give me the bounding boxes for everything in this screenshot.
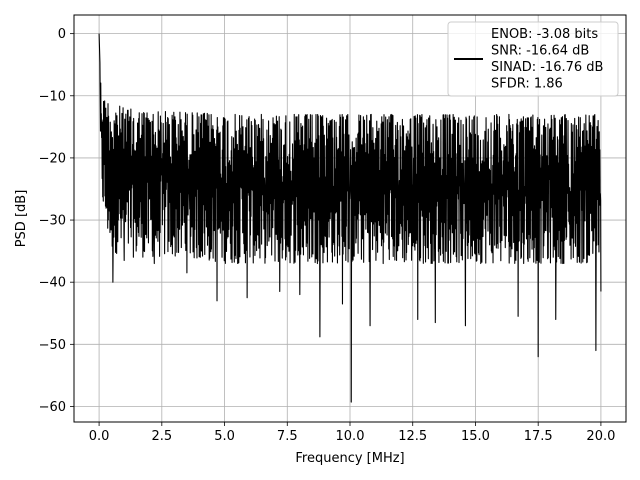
legend-box	[447, 21, 619, 97]
psd-trace-layer	[98, 33, 602, 403]
y-tick-label: −60	[39, 400, 66, 415]
x-tick-label: 0.0	[89, 429, 110, 444]
x-axis-label: Frequency [MHz]	[295, 451, 404, 466]
legend: ENOB: -3.08 bits SNR: -16.64 dB SINAD: -…	[447, 21, 619, 97]
x-tick-label: 20.0	[586, 429, 615, 444]
x-tick-label: 17.5	[524, 429, 553, 444]
tick-layer: 0.0 2.5 5.0 7.5 10.0 12.5 15.0 17.5 20.0 0 −10 −20 −…	[39, 27, 616, 444]
legend-snr-text: SNR: -16.64 dB	[491, 44, 589, 59]
y-axis-label: PSD [dB]	[14, 190, 29, 248]
legend-sinad-text: SINAD: -16.76 dB	[491, 60, 603, 75]
legend-enob-text: ENOB: -3.08 bits	[491, 27, 598, 42]
x-tick-label: 15.0	[461, 429, 490, 444]
x-tick-label: 7.5	[277, 429, 298, 444]
y-tick-label: 0	[58, 27, 66, 42]
y-tick-label: −30	[39, 214, 66, 229]
y-tick-label: −50	[39, 338, 66, 353]
legend-sfdr-text: SFDR: 1.86	[491, 77, 563, 92]
y-tick-label: −20	[39, 151, 66, 166]
y-tick-label: −10	[39, 89, 66, 104]
y-tick-label: −40	[39, 276, 66, 291]
x-tick-label: 5.0	[214, 429, 235, 444]
x-tick-label: 10.0	[336, 429, 365, 444]
psd-series-line	[98, 33, 602, 403]
x-tick-label: 12.5	[398, 429, 427, 444]
x-tick-label: 2.5	[151, 429, 172, 444]
